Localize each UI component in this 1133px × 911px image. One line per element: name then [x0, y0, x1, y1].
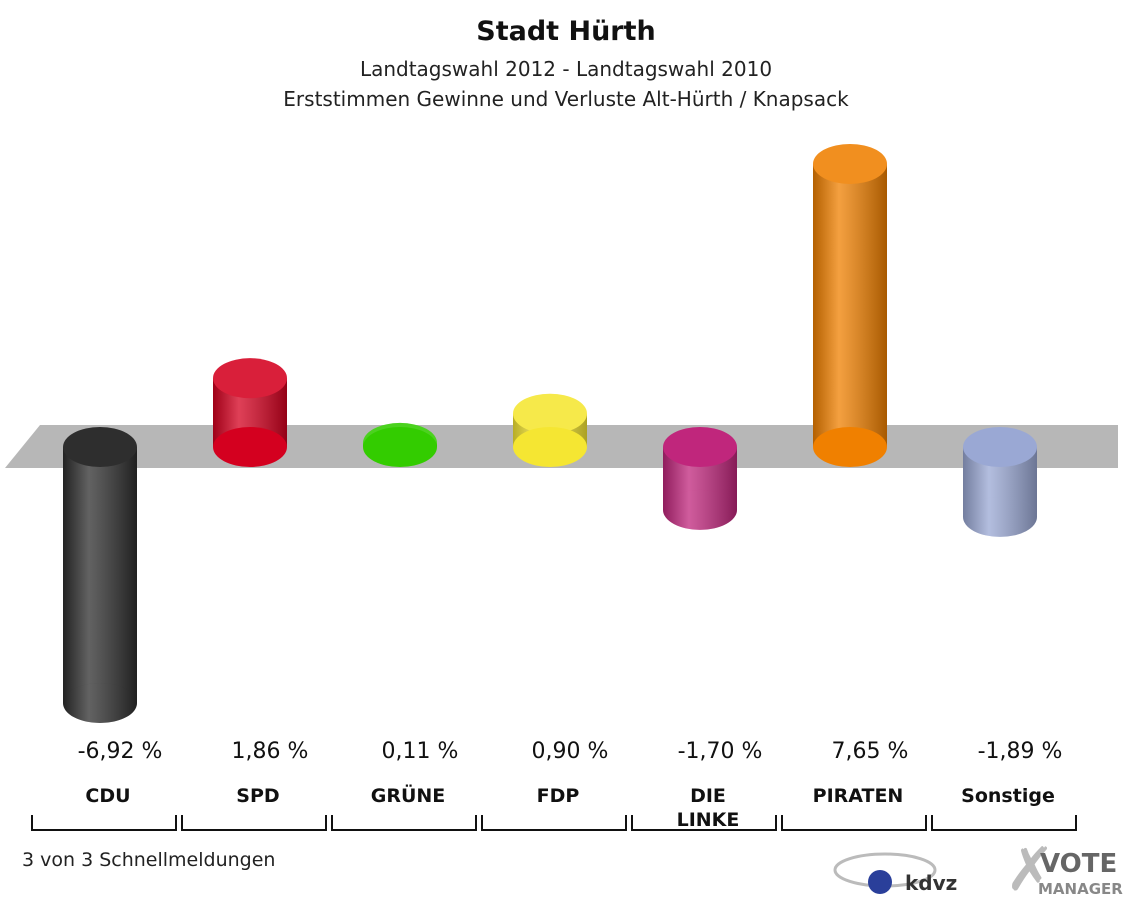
category-label: Sonstige: [961, 785, 1055, 807]
bracket: [631, 815, 777, 831]
category-label: SPD: [236, 785, 280, 807]
logo-text: MANAGER: [1038, 880, 1123, 898]
bar-cap-shade: [813, 143, 887, 184]
logo-text: kdvz: [905, 871, 957, 895]
bracket: [331, 815, 477, 831]
bar-cap-shade: [513, 393, 587, 434]
category-label: GRÜNE: [370, 785, 446, 807]
bracket: [931, 815, 1077, 831]
bracket: [481, 815, 627, 831]
logo-ball: [868, 870, 892, 894]
chart-title: Stadt Hürth: [476, 16, 655, 47]
bracket: [181, 815, 327, 831]
category-label: FDP: [536, 785, 580, 807]
category-label: PIRATEN: [812, 785, 904, 807]
category-label: DIE LINKE: [676, 785, 740, 831]
logo-x: ✗: [1005, 835, 1055, 905]
value-label: 0,11 %: [382, 739, 459, 764]
bar-cap: [513, 393, 587, 434]
value-label: -6,92 %: [78, 739, 163, 764]
footnote: 3 von 3 Schnellmeldungen: [22, 849, 275, 871]
bar-cap-shade: [663, 489, 737, 530]
bar-base: [813, 427, 887, 467]
bar-base: [363, 427, 437, 467]
category-label: CDU: [85, 785, 131, 807]
subtitle: Landtagswahl 2012 - Landtagswahl 2010: [360, 57, 772, 81]
bracket: [31, 815, 177, 831]
bar-cap: [813, 143, 887, 184]
bar-base: [663, 427, 737, 467]
value-label: -1,89 %: [978, 739, 1063, 764]
value-label: 7,65 %: [832, 739, 909, 764]
value-label: -1,70 %: [678, 739, 763, 764]
logo-text: VOTE: [1040, 849, 1117, 879]
bar-cap-shade: [963, 496, 1037, 537]
bar-base: [213, 427, 287, 467]
bar-shade: [63, 447, 137, 704]
bracket: [781, 815, 927, 831]
bar-cap: [213, 358, 287, 399]
bar-base: [513, 427, 587, 467]
subtitle: Erststimmen Gewinne und Verluste Alt-Hür…: [283, 87, 849, 111]
value-label: 1,86 %: [232, 739, 309, 764]
bar-cap-shade: [213, 358, 287, 399]
bar-base: [63, 427, 137, 467]
bar-cap-shade: [63, 683, 137, 724]
bar-shade: [813, 163, 887, 447]
value-label: 0,90 %: [532, 739, 609, 764]
bar-base: [963, 427, 1037, 467]
